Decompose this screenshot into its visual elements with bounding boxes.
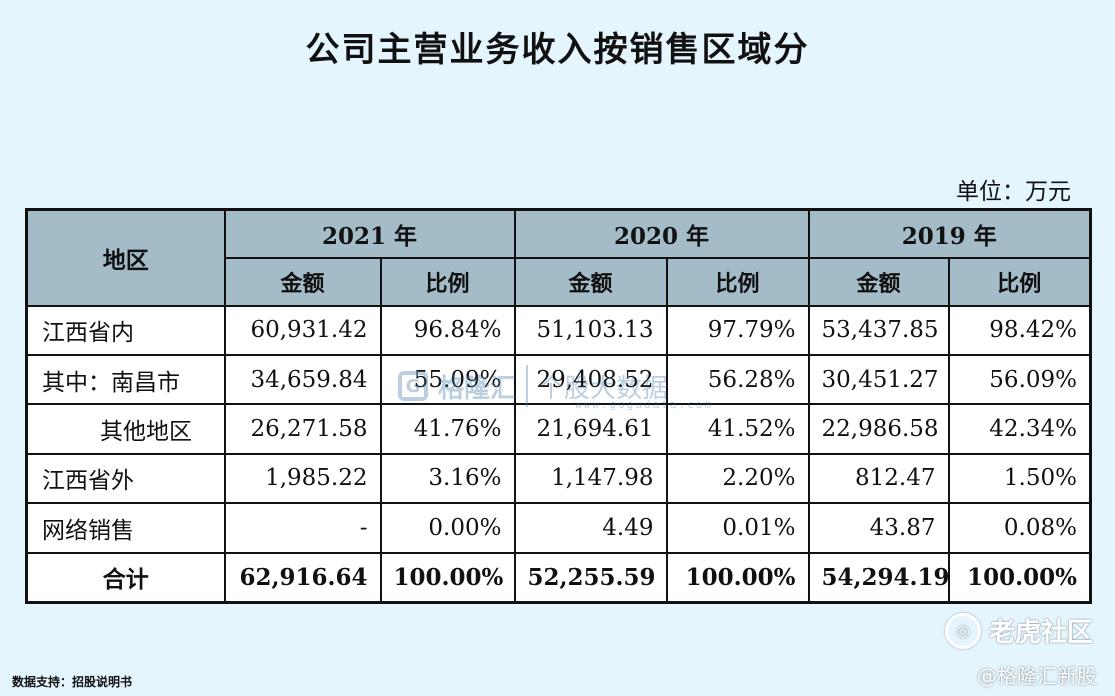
ratio-cell: 3.16%: [379, 452, 516, 505]
row-label: 其他地区: [25, 403, 226, 455]
year-header: 2021 年: [223, 208, 516, 259]
watermark-handle: @格隆汇新股: [977, 664, 1097, 688]
amount-cell: 51,103.13: [513, 304, 668, 356]
amount-header: 金额: [807, 256, 950, 307]
amount-cell: 29,408.52: [513, 353, 668, 406]
amount-header: 金额: [513, 256, 668, 307]
table-row: 合计 62,916.64 100.00% 52,255.59 100.00% 54,294…: [25, 551, 1092, 604]
ratio-cell: 2.20%: [665, 452, 810, 505]
ratio-cell: 0.01%: [665, 502, 810, 554]
amount-cell: 62,916.64: [223, 551, 382, 604]
amount-cell: 812.47: [807, 452, 950, 505]
amount-cell: 43.87: [807, 502, 950, 554]
table-row: 其中：南昌市 34,659.84 55.09% 29,408.52 56.28% 30,4…: [25, 353, 1092, 406]
ratio-cell: 0.00%: [379, 502, 516, 554]
ratio-cell: 56.28%: [665, 353, 810, 406]
amount-cell: 21,694.61: [513, 403, 668, 455]
source-note: 数据支持：招股说明书: [12, 675, 133, 689]
ratio-cell: 42.34%: [947, 403, 1092, 455]
watermark-community: ◎ 老虎社区: [944, 612, 1093, 649]
ratio-cell: 100.00%: [665, 551, 810, 604]
amount-cell: -: [223, 502, 382, 554]
ratio-header: 比例: [379, 256, 516, 307]
amount-cell: 34,659.84: [223, 353, 382, 406]
amount-header: 金额: [223, 256, 382, 307]
table-row: 江西省内 60,931.42 96.84% 51,103.13 97.79% 53,437…: [25, 304, 1092, 356]
watermark-community-text: 老虎社区: [988, 618, 1093, 648]
year-header: 2020 年: [513, 208, 810, 259]
region-header: 地区: [25, 208, 226, 307]
table-row: 江西省外 1,985.22 3.16% 1,147.98 2.20% 812.47 1.50…: [25, 452, 1092, 505]
table-row: 其他地区 26,271.58 41.76% 21,694.61 41.52% 22,986…: [25, 403, 1092, 455]
ratio-cell: 55.09%: [379, 353, 516, 406]
tiger-logo-icon: ◎: [944, 612, 981, 649]
row-label: 江西省外: [25, 452, 226, 505]
watermark-url: www.gogudata.com: [575, 398, 713, 411]
ratio-cell: 100.00%: [379, 551, 516, 604]
amount-cell: 1,985.22: [223, 452, 382, 505]
row-label: 江西省内: [25, 304, 226, 356]
ratio-cell: 0.08%: [947, 502, 1092, 554]
ratio-cell: 1.50%: [947, 452, 1092, 505]
amount-cell: 54,294.19: [807, 551, 950, 604]
ratio-header: 比例: [947, 256, 1092, 307]
page-title: 公司主营业务收入按销售区域分: [305, 30, 810, 70]
ratio-header: 比例: [665, 256, 810, 307]
ratio-cell: 98.42%: [947, 304, 1092, 356]
ratio-cell: 100.00%: [947, 551, 1092, 604]
year-header: 2019 年: [807, 208, 1092, 259]
table-row: 网络销售 -0.00% 4.49 0.01% 43.87 0.08%: [25, 502, 1092, 554]
amount-cell: 4.49: [513, 502, 668, 554]
amount-cell: 52,255.59: [513, 551, 668, 604]
ratio-cell: 41.76%: [379, 403, 516, 455]
ratio-cell: 41.52%: [665, 403, 810, 455]
unit-label: 单位：万元: [956, 179, 1071, 205]
amount-cell: 30,451.27: [807, 353, 950, 406]
row-label: 合计: [25, 551, 226, 604]
ratio-cell: 56.09%: [947, 353, 1092, 406]
row-label: 网络销售: [25, 502, 226, 554]
amount-cell: 60,931.42: [223, 304, 382, 356]
row-label: 其中：南昌市: [25, 353, 226, 406]
amount-cell: 22,986.58: [807, 403, 950, 455]
ratio-cell: 96.84%: [379, 304, 516, 356]
amount-cell: 1,147.98: [513, 452, 668, 505]
amount-cell: 53,437.85: [807, 304, 950, 356]
sales-region-table: 地区 2021 年 2020 年 2019 年 金额 比例 金额 比例 金额 比…: [25, 208, 1092, 604]
ratio-cell: 97.79%: [665, 304, 810, 356]
amount-cell: 26,271.58: [223, 403, 382, 455]
